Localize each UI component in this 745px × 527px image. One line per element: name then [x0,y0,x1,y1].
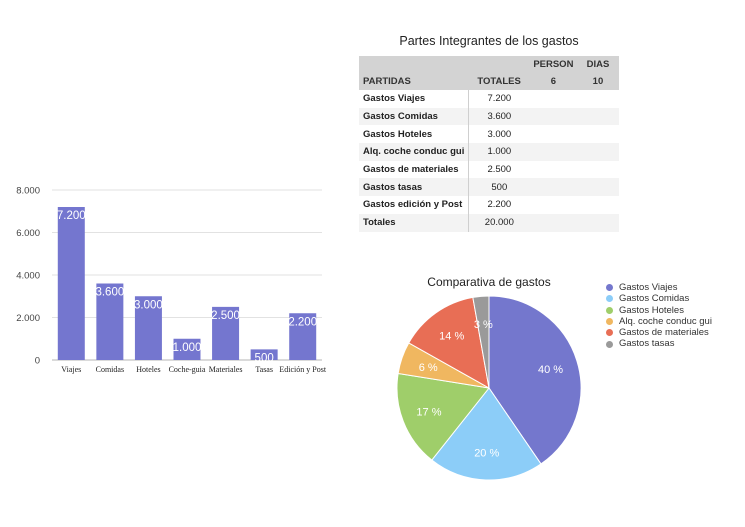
table-row: Alq. coche conduc gui 1.000 [359,143,619,161]
row-label: Totales [359,213,469,232]
table-row: Gastos Viajes 7.200 [359,90,619,108]
row-label: Gastos tasas [359,178,469,197]
y-tick-label: 2.000 [16,313,40,324]
row-value: 1.000 [468,143,530,161]
bar [289,313,317,360]
row-value: 2.500 [468,160,530,179]
header-person: PERSON [529,56,578,73]
pie-percent-label: 6 % [419,362,438,374]
bar [57,207,85,360]
category-label: Comidas [96,365,124,374]
pie-percent-label: 40 % [538,364,563,376]
table-row: Gastos Comidas 3.600 [359,107,619,126]
header-person-value: 6 [529,73,578,90]
row-value: 2.200 [468,196,530,214]
legend-swatch [606,318,613,326]
y-tick-label: 0 [35,356,40,367]
y-tick-label: 4.000 [16,271,40,282]
table-row: Gastos de materiales 2.500 [359,160,619,179]
bar-value-label: 1.000 [173,342,202,354]
category-label: Edición y Post [279,365,326,374]
table-row: Totales 20.000 [359,213,619,232]
pie-slice [408,296,490,389]
table-header-row-top: PERSON DIAS [359,56,619,73]
header-dias-value: 10 [577,73,619,90]
legend-label: Gastos Viajes [619,282,678,293]
legend-swatch [606,329,613,337]
table-row: Gastos Hoteles 3.000 [359,125,619,144]
pie-legend: Gastos Viajes Gastos Comidas Gastos Hotele… [606,282,712,350]
table-row: Gastos edición y Post 2.200 [359,196,619,214]
category-label: Tasas [255,365,273,374]
pie-slice [472,295,490,389]
legend-entry: Gastos tasas [606,338,712,349]
expenses-table-panel: Partes Integrantes de los gastos PERSON … [359,34,619,232]
row-value: 7.200 [468,90,530,108]
header-totales: TOTALES [468,73,530,90]
legend-label: Gastos de materiales [619,327,709,339]
row-label: Alq. coche conduc gui [359,143,469,161]
row-value: 500 [468,178,530,197]
row-label: Gastos de materiales [363,164,459,176]
table-body: Gastos Viajes 7.200 Gastos Comidas 3.600 Gas… [359,90,619,232]
pie-percent-label: 17 % [416,406,441,418]
legend-entry: Gastos Comidas [606,293,712,304]
expenses-table: PERSON DIAS PARTIDAS TOTALES 6 10 Gastos… [359,56,619,232]
legend-entry: Gastos Viajes [606,282,712,293]
category-label: Hoteles [136,365,160,374]
y-tick-label: 8.000 [16,186,40,197]
pie-slice [431,387,542,481]
bar [96,283,124,360]
row-value: 3.600 [468,107,530,126]
pie-title: Comparativa de gastos [427,275,550,289]
row-label: Gastos Comidas [359,107,469,126]
legend-swatch [606,340,613,348]
bar-value-label: 3.600 [95,287,124,299]
header-dias: DIAS [577,56,619,73]
pie-chart: Comparativa de gastos 40 % 20 % 17 % 6 % 14 %… [396,275,582,481]
legend-entry: Gastos Hoteles [606,305,712,316]
legend-swatch [606,306,613,314]
category-label: Viajes [61,365,81,374]
category-label: Materiales [209,365,243,374]
pie-percent-label: 14 % [439,331,464,343]
bar-value-label: 2.500 [211,310,240,322]
bar-value-label: 2.200 [288,316,317,328]
legend-label: Gastos Comidas [619,293,690,305]
legend-label: Gastos tasas [619,338,675,350]
pie-slice [396,372,490,461]
bar [212,306,240,360]
category-label: Coche-guia [169,365,206,374]
row-label: Gastos Viajes [363,93,426,105]
y-tick-label: 6.000 [16,228,40,239]
header-partidas: PARTIDAS [359,73,469,90]
table-title: Partes Integrantes de los gastos [399,34,579,48]
pie-percent-label: 3 % [474,319,493,331]
bar [173,338,201,360]
pie-percent-label: 20 % [474,447,499,459]
bar-chart: 0 2.000 4.000 6.000 8.000 7.200 Viajes 3.600 Com… [16,186,327,375]
bar-value-label: 3.000 [134,299,163,311]
legend-label: Alq. coche conduc gui [619,315,712,327]
bar-value-label: 500 [255,352,274,364]
bar [134,296,162,360]
legend-swatch [606,284,613,292]
pie-slice [488,295,582,465]
table-row: Gastos tasas 500 [359,178,619,197]
row-label: Gastos edición y Post [363,199,463,211]
bar-value-label: 7.200 [57,210,86,222]
table-header-row: PARTIDAS TOTALES 6 10 [359,73,619,90]
bar [250,349,278,360]
row-value: 3.000 [468,125,530,144]
legend-swatch [606,295,613,303]
row-label: Gastos Hoteles [363,128,433,140]
legend-label: Gastos Hoteles [619,304,684,316]
legend-entry: Alq. coche conduc gui [606,316,712,327]
row-value: 20.000 [468,213,530,232]
legend-entry: Gastos de materiales [606,327,712,338]
